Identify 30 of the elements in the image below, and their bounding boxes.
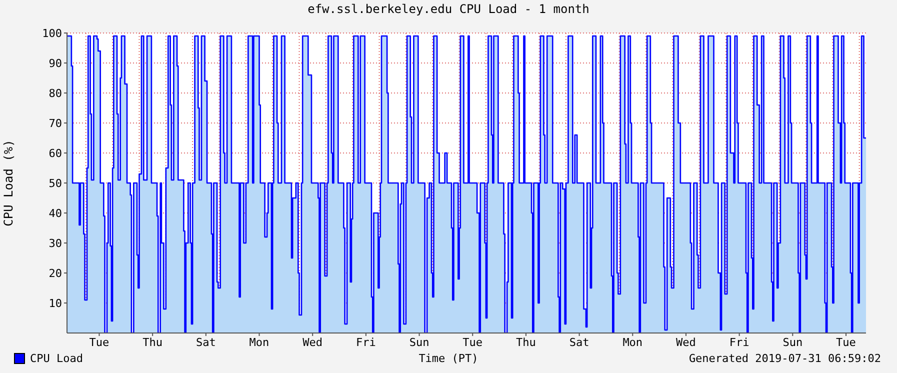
y-tick-label: 70 (48, 116, 62, 130)
x-tick-label: Tue (462, 336, 483, 349)
y-axis-title: CPU Load (%) (1, 140, 16, 226)
x-tick-label: Sun (782, 336, 803, 349)
y-tick-label: 40 (48, 206, 62, 220)
y-tick-label: 20 (48, 266, 62, 280)
x-tick-label: Sat (196, 336, 216, 349)
x-tick-label: Wed (676, 336, 696, 349)
y-tick-label: 10 (48, 296, 62, 310)
y-tick-label: 90 (48, 56, 62, 70)
x-tick-label: Fri (356, 336, 376, 349)
x-tick-label: Tue (836, 336, 856, 349)
x-tick-label: Thu (142, 336, 163, 349)
x-tick-label: Mon (249, 336, 270, 349)
x-tick-label: Fri (729, 336, 750, 349)
y-tick-label: 60 (48, 146, 62, 160)
y-tick-label: 30 (48, 236, 62, 250)
x-tick-label: Thu (516, 336, 536, 349)
text: Generated 2019-07-31 06:59:02 (688, 352, 881, 365)
chart-title: efw.ssl.berkeley.edu CPU Load - 1 month (306, 2, 590, 16)
y-tick-label: 50 (48, 176, 62, 190)
x-axis-title: Time (PT) (418, 352, 478, 365)
y-tick-label: 80 (48, 86, 62, 100)
x-tick-label: Wed (302, 336, 323, 349)
x-tick-label: Sun (409, 336, 430, 349)
legend-label: CPU Load (30, 352, 83, 365)
x-tick-label: Mon (622, 336, 643, 349)
x-tick-label: Sat (569, 336, 590, 349)
y-tick-label: 100 (42, 26, 62, 40)
x-tick-label: Tue (89, 336, 110, 349)
